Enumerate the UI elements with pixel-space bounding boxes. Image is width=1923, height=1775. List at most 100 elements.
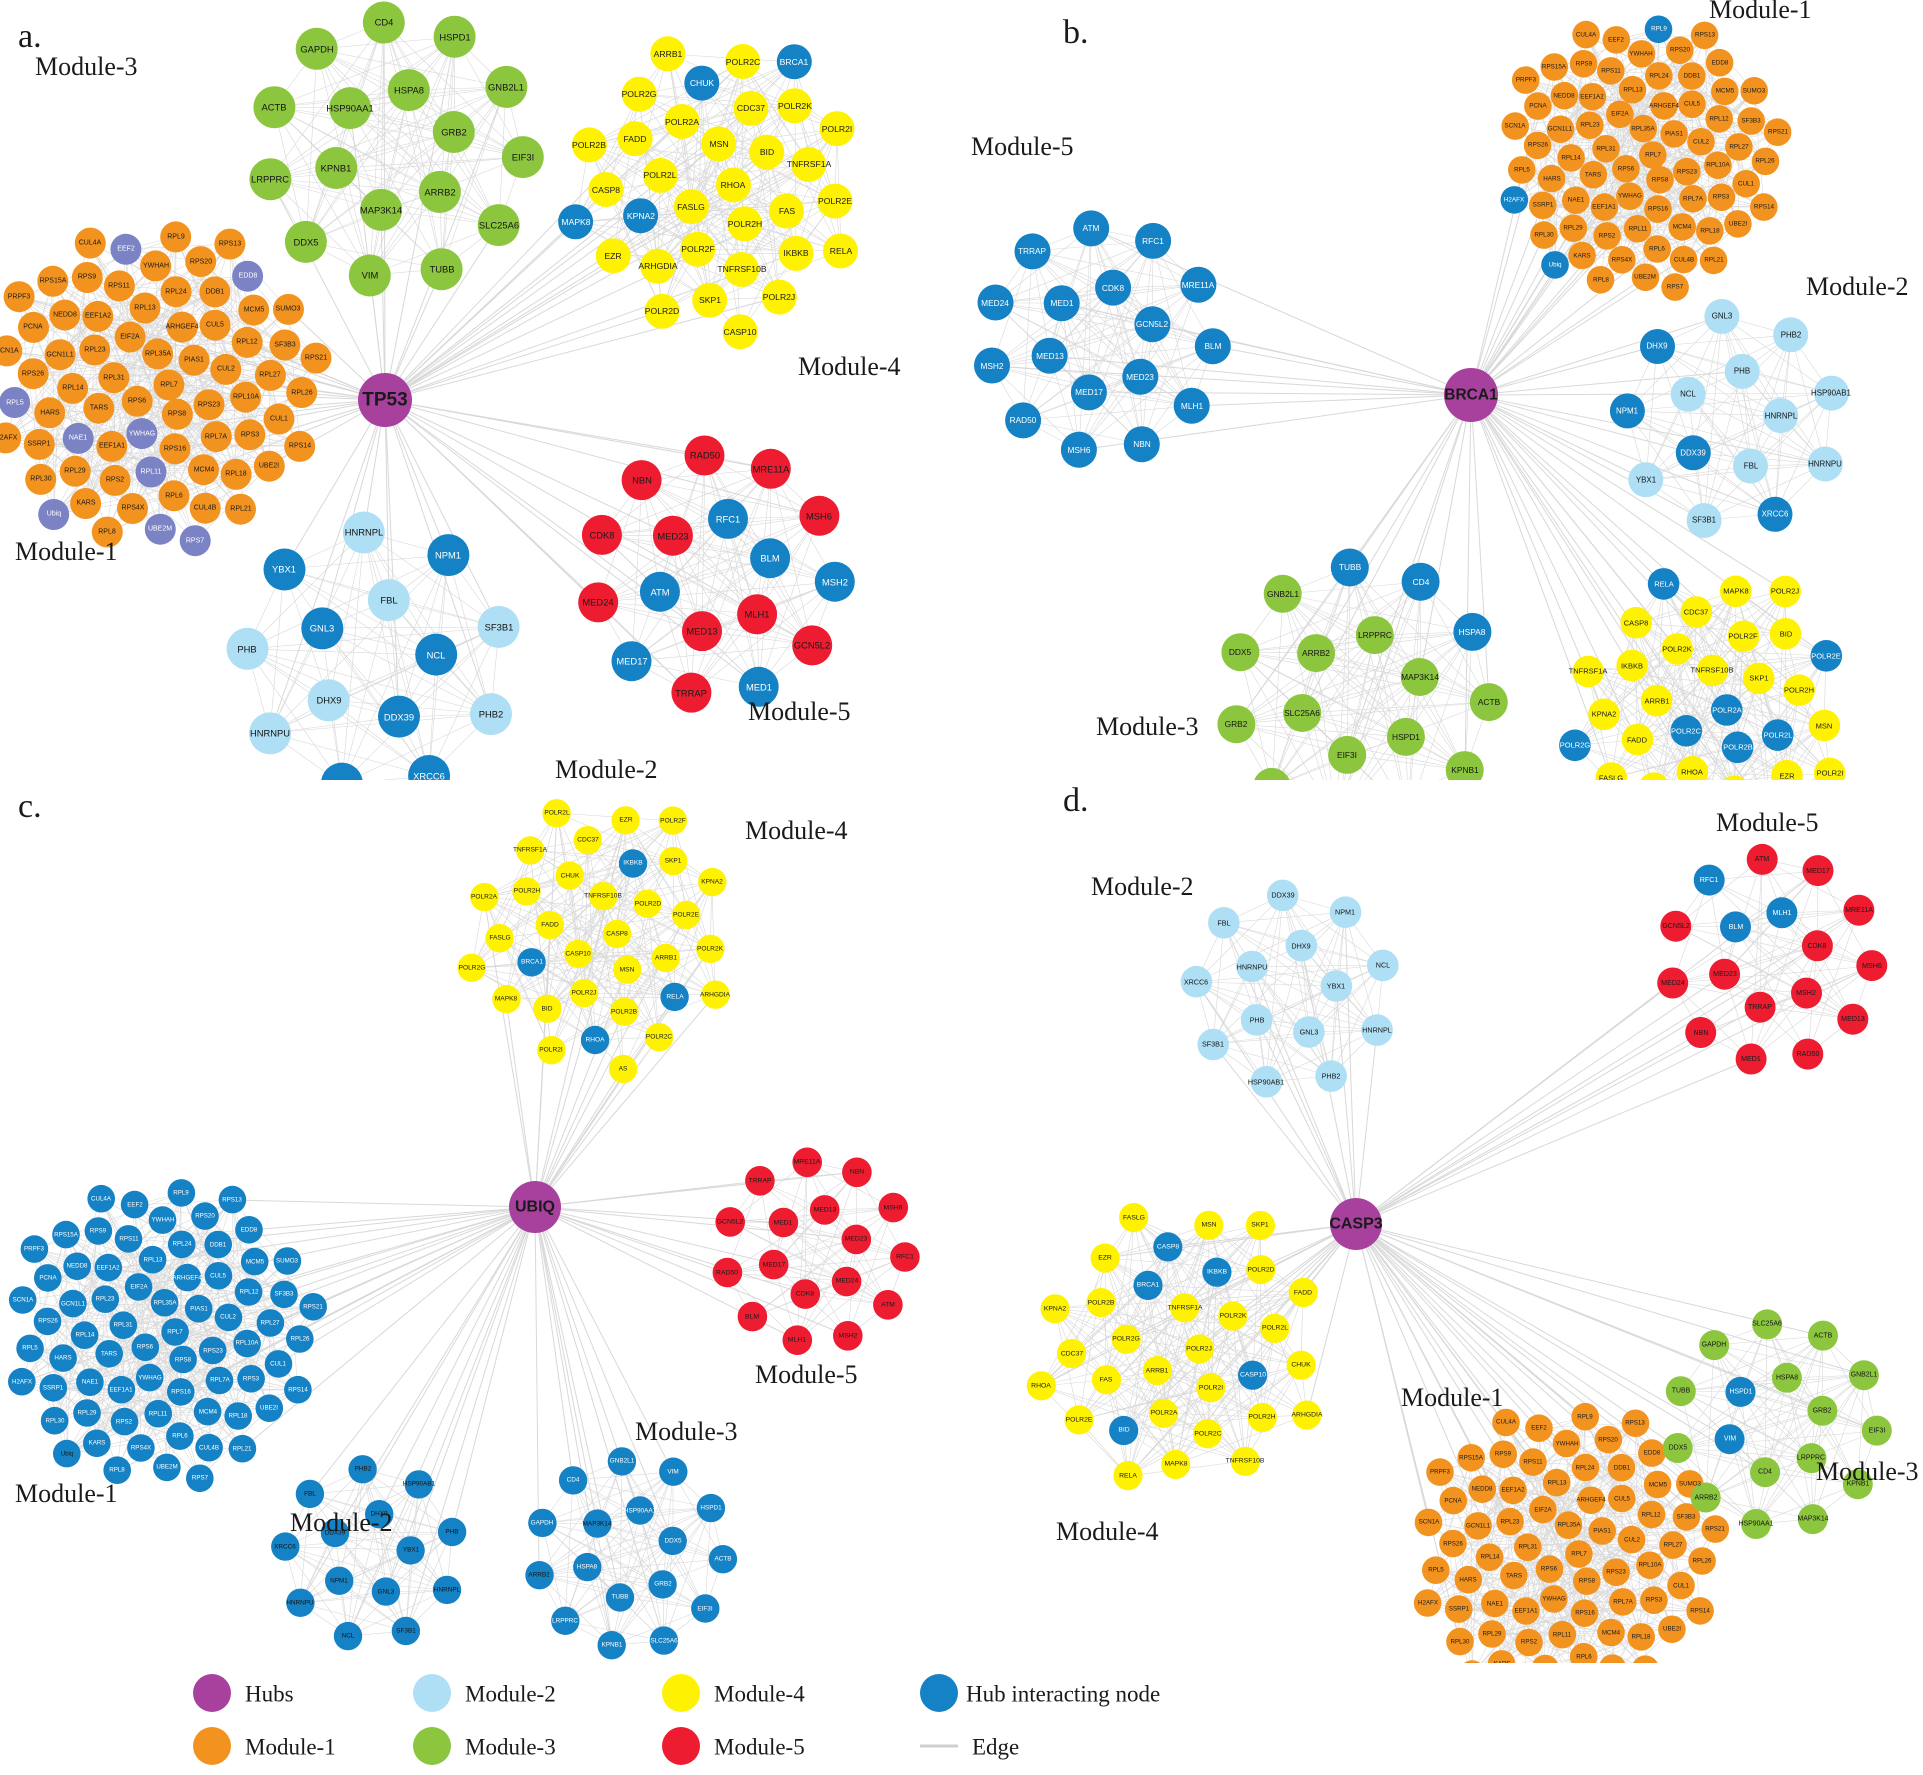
svg-text:RPS9: RPS9 — [1495, 1451, 1512, 1458]
svg-text:EDD8: EDD8 — [239, 273, 258, 280]
svg-text:GAPDH: GAPDH — [300, 44, 333, 55]
svg-text:RPL11: RPL11 — [1629, 226, 1648, 233]
svg-text:KARS: KARS — [76, 500, 95, 507]
svg-text:RPL18: RPL18 — [1632, 1634, 1651, 1641]
svg-text:RHOA: RHOA — [721, 180, 746, 190]
svg-text:HSPD1: HSPD1 — [1730, 1389, 1753, 1396]
svg-text:RPL13: RPL13 — [134, 305, 156, 312]
svg-text:CUL5: CUL5 — [210, 1273, 226, 1280]
svg-text:MCM5: MCM5 — [246, 1259, 265, 1266]
svg-text:LRPPRC: LRPPRC — [552, 1618, 578, 1625]
svg-text:FAS: FAS — [779, 206, 796, 216]
svg-text:H2AFX: H2AFX — [0, 435, 18, 442]
svg-text:CDC37: CDC37 — [1684, 608, 1709, 617]
svg-text:RPL27: RPL27 — [259, 372, 281, 379]
svg-text:RPS3: RPS3 — [241, 432, 259, 439]
svg-text:RPL31: RPL31 — [103, 375, 125, 382]
svg-text:POLR2D: POLR2D — [645, 306, 679, 316]
svg-text:RPS13: RPS13 — [222, 1197, 242, 1204]
svg-text:KPNB1: KPNB1 — [1451, 765, 1479, 775]
svg-text:RAD50: RAD50 — [690, 450, 720, 461]
svg-text:POLR2J: POLR2J — [1186, 1346, 1212, 1353]
svg-text:ATM: ATM — [650, 587, 669, 598]
svg-text:FASLG: FASLG — [489, 935, 510, 942]
svg-text:ATM: ATM — [881, 1302, 895, 1309]
svg-text:XRCC6: XRCC6 — [274, 1544, 296, 1551]
svg-text:DDB1: DDB1 — [1614, 1465, 1631, 1472]
svg-text:ARHGEF4: ARHGEF4 — [1576, 1497, 1606, 1504]
svg-text:POLR2H: POLR2H — [1784, 686, 1814, 695]
svg-text:NPM1: NPM1 — [1616, 407, 1638, 416]
svg-text:EEF1A2: EEF1A2 — [1580, 94, 1604, 101]
svg-text:ARRB2: ARRB2 — [528, 1572, 550, 1579]
svg-text:POLR2G: POLR2G — [622, 89, 657, 99]
svg-text:FADD: FADD — [624, 134, 647, 144]
svg-text:CASP8: CASP8 — [592, 185, 620, 195]
svg-text:RPL23: RPL23 — [1501, 1519, 1520, 1526]
svg-text:HSPA8: HSPA8 — [1776, 1375, 1798, 1382]
svg-text:POLR2B: POLR2B — [611, 1009, 638, 1016]
svg-text:GRB2: GRB2 — [1813, 1408, 1832, 1415]
svg-text:NBN: NBN — [1133, 439, 1151, 449]
svg-text:SLC25A6: SLC25A6 — [479, 220, 519, 231]
svg-text:KARS: KARS — [1573, 253, 1590, 260]
svg-text:H2AFX: H2AFX — [1504, 197, 1525, 204]
svg-text:POLR2B: POLR2B — [572, 140, 606, 150]
svg-text:RPL7A: RPL7A — [210, 1377, 230, 1384]
svg-text:RPL12: RPL12 — [240, 1289, 259, 1296]
svg-text:PRPF3: PRPF3 — [8, 294, 31, 301]
svg-text:YWHAG: YWHAG — [1542, 1596, 1566, 1603]
svg-text:UBIQ: UBIQ — [515, 1199, 555, 1216]
svg-text:GAPDH: GAPDH — [1702, 1342, 1727, 1349]
svg-text:POLR2A: POLR2A — [1712, 706, 1742, 715]
svg-text:RPS2: RPS2 — [116, 1419, 133, 1426]
svg-text:Module-4: Module-4 — [745, 816, 848, 845]
svg-text:HSP90AA1: HSP90AA1 — [326, 103, 373, 114]
svg-text:YWHAH: YWHAH — [1629, 51, 1653, 58]
svg-text:HSP90AB1: HSP90AB1 — [1248, 1078, 1284, 1087]
svg-text:RPL26: RPL26 — [1755, 158, 1775, 165]
svg-text:CD4: CD4 — [567, 1477, 580, 1484]
svg-text:SCN1A: SCN1A — [1419, 1519, 1441, 1526]
svg-text:RPL27: RPL27 — [1729, 144, 1749, 151]
svg-text:EZR: EZR — [619, 817, 632, 824]
svg-text:CUL4A: CUL4A — [91, 1196, 112, 1203]
svg-text:RPS23: RPS23 — [198, 402, 220, 409]
svg-text:MAP3K14: MAP3K14 — [1797, 1516, 1828, 1523]
svg-text:DDX5: DDX5 — [664, 1538, 681, 1545]
svg-text:MED1: MED1 — [1050, 298, 1073, 308]
svg-text:MAP3K14: MAP3K14 — [583, 1521, 612, 1528]
svg-text:NAE1: NAE1 — [82, 1379, 99, 1386]
svg-text:CD4: CD4 — [1758, 1469, 1772, 1476]
svg-text:POLR2C: POLR2C — [726, 57, 760, 67]
svg-text:RPS14: RPS14 — [288, 1387, 308, 1394]
svg-text:POLR2F: POLR2F — [681, 244, 714, 254]
svg-text:RPL7A: RPL7A — [1683, 196, 1704, 203]
svg-text:TNFRSF1A: TNFRSF1A — [1569, 667, 1608, 676]
svg-text:EEF1A1: EEF1A1 — [1514, 1608, 1538, 1615]
svg-text:SF3B3: SF3B3 — [275, 1291, 294, 1298]
svg-text:DHX9: DHX9 — [316, 695, 341, 706]
svg-text:EEF1A2: EEF1A2 — [96, 1265, 120, 1272]
svg-text:RPS16: RPS16 — [1648, 206, 1668, 213]
svg-text:RPL7: RPL7 — [160, 382, 178, 389]
svg-text:IKBKB: IKBKB — [783, 248, 809, 258]
svg-text:UBE2I: UBE2I — [259, 463, 279, 470]
svg-text:IKBKB: IKBKB — [623, 860, 643, 867]
svg-text:RPS15A: RPS15A — [40, 278, 67, 285]
svg-text:MED24: MED24 — [582, 597, 613, 608]
svg-text:CD4: CD4 — [1413, 577, 1430, 587]
svg-text:EIF2A: EIF2A — [130, 1284, 148, 1291]
svg-text:HSPA8: HSPA8 — [1459, 627, 1486, 637]
svg-text:HSPD1: HSPD1 — [700, 1505, 722, 1512]
svg-text:RPS2: RPS2 — [106, 477, 124, 484]
svg-text:ARHGEF4: ARHGEF4 — [1649, 103, 1679, 110]
svg-text:MRE11A: MRE11A — [753, 464, 791, 475]
svg-text:GNL3: GNL3 — [378, 1589, 395, 1596]
svg-text:MED24: MED24 — [836, 1278, 859, 1285]
svg-text:YWHAH: YWHAH — [143, 263, 169, 270]
svg-text:YWHAG: YWHAG — [129, 431, 155, 438]
svg-text:RPS14: RPS14 — [1754, 204, 1774, 211]
svg-text:RPL7A: RPL7A — [1613, 1599, 1633, 1606]
svg-text:POLR2A: POLR2A — [471, 894, 498, 901]
